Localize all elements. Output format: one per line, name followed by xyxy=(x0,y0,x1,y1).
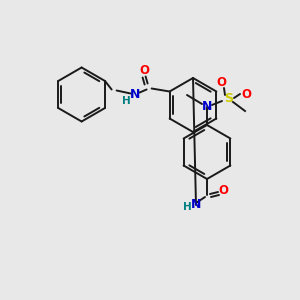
Text: S: S xyxy=(224,92,233,106)
Text: N: N xyxy=(129,88,140,101)
Text: H: H xyxy=(122,95,131,106)
Text: O: O xyxy=(241,88,251,100)
Text: N: N xyxy=(191,199,201,212)
Text: N: N xyxy=(202,100,212,113)
Text: O: O xyxy=(218,184,228,197)
Text: O: O xyxy=(140,64,150,77)
Text: H: H xyxy=(183,202,191,212)
Text: O: O xyxy=(216,76,226,89)
